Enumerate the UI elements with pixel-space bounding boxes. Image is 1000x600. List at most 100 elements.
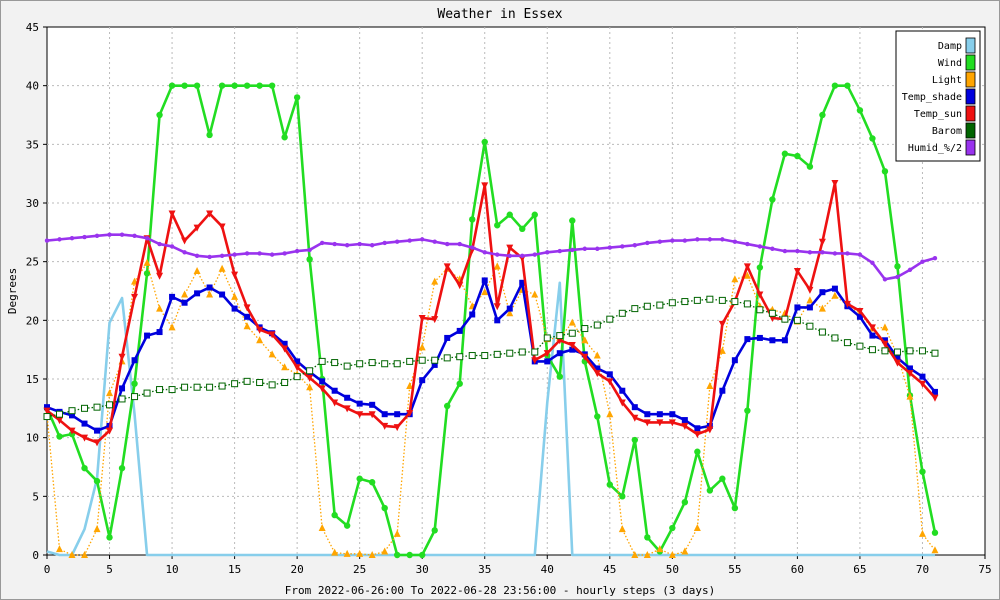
data-point [431,277,439,285]
data-point [869,332,876,339]
data-point [181,290,189,298]
data-point [268,381,276,389]
data-point [93,439,101,447]
data-point [543,350,551,358]
x-axis-label: From 2022-06-26:00 To 2022-06-28 23:56:0… [285,584,715,597]
series-damp [46,281,935,557]
data-point [520,253,525,258]
data-point [293,364,301,372]
data-point [620,244,625,249]
data-point [831,285,838,292]
data-point [381,360,389,368]
data-point [481,277,488,284]
data-point [443,263,451,271]
y-tick-label: 0 [32,549,39,562]
data-point [569,346,576,353]
x-tick-label: 35 [478,563,491,576]
data-point [719,387,726,394]
data-point [281,134,288,141]
data-point [156,304,164,312]
y-tick-label: 20 [26,314,39,327]
data-point [293,373,301,381]
data-point [218,223,226,231]
data-point [182,250,187,255]
data-point [706,487,714,494]
data-point [118,464,126,472]
data-point [343,362,351,370]
data-point [131,380,138,387]
data-point [206,383,214,391]
y-tick-label: 25 [26,256,39,269]
data-point [694,425,701,432]
data-point [256,82,263,89]
data-point [268,331,276,339]
data-point [244,251,250,256]
data-point [694,448,701,455]
data-point [656,545,664,553]
series-line [46,281,935,557]
data-point [881,340,889,348]
data-point [343,405,351,413]
data-point [706,426,714,434]
data-point [368,359,376,367]
data-point [707,237,713,242]
data-point [456,353,464,361]
data-point [857,252,863,257]
data-point [818,238,826,246]
data-point [481,138,488,146]
data-point [318,357,326,365]
data-point [606,315,614,323]
data-point [231,305,238,312]
data-point [181,82,188,89]
data-point [107,232,112,237]
data-point [919,373,926,380]
data-point [419,377,426,384]
data-point [869,135,876,142]
data-point [293,94,301,101]
x-tick-label: 30 [416,563,429,576]
data-point [193,267,201,275]
data-point [306,383,314,391]
series-humid-2 [44,232,938,282]
data-point [670,238,675,243]
data-point [806,296,814,304]
data-point [531,357,539,365]
x-tick-label: 0 [44,563,51,576]
data-point [843,300,851,308]
x-tick-label: 60 [791,563,804,576]
data-point [281,379,289,387]
data-point [469,216,476,223]
data-point [669,411,676,418]
data-point [156,272,164,280]
data-point [168,82,176,89]
data-point [494,317,501,324]
data-point [94,427,101,434]
data-point [319,240,325,246]
data-point [218,382,226,390]
data-point [531,348,539,356]
data-point [493,303,501,311]
data-point [656,301,664,309]
data-point [156,111,163,119]
data-point [582,246,587,251]
data-point [618,525,626,533]
grid-lines [47,27,985,555]
data-point [307,247,312,253]
data-point [807,250,813,255]
data-point [631,436,639,444]
data-point [706,382,714,390]
data-point [169,293,176,300]
data-point [68,427,76,435]
data-point [206,290,214,298]
data-point [795,248,800,254]
legend-swatch-wind [965,54,976,71]
data-point [69,236,75,241]
data-point [331,511,338,519]
data-point [468,352,476,360]
data-point [156,386,164,394]
legend-label-wind: Wind [938,58,962,69]
data-point [743,300,751,308]
data-point [369,401,376,408]
data-point [118,353,126,361]
y-tick-label: 30 [26,197,39,210]
